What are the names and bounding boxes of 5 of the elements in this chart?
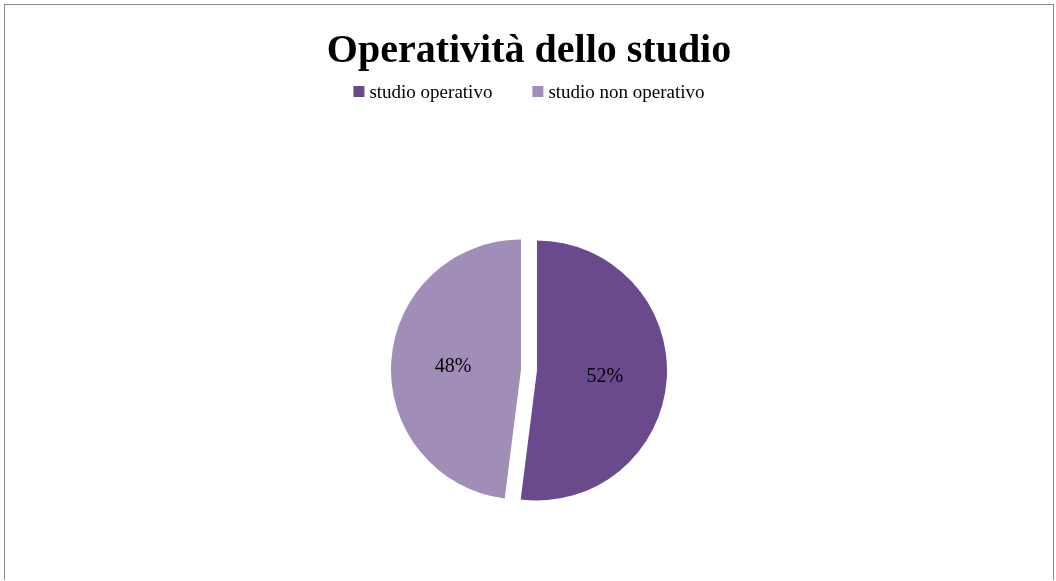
legend-label: studio operativo xyxy=(369,81,493,102)
data-label: 52% xyxy=(586,363,624,386)
data-label: 48% xyxy=(434,354,472,377)
chart-title: Operatività dello studio xyxy=(326,25,732,71)
legend-label: studio non operativo xyxy=(548,81,705,102)
